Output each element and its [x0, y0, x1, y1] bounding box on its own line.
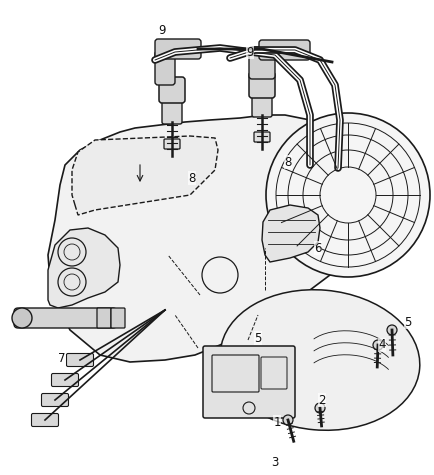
Text: 8: 8 — [188, 171, 196, 184]
FancyBboxPatch shape — [32, 414, 59, 427]
FancyBboxPatch shape — [159, 77, 185, 103]
Text: 1: 1 — [273, 416, 281, 428]
FancyBboxPatch shape — [162, 98, 182, 124]
Polygon shape — [48, 228, 120, 308]
FancyBboxPatch shape — [97, 308, 111, 328]
Text: 6: 6 — [314, 241, 322, 255]
FancyBboxPatch shape — [164, 139, 180, 149]
FancyBboxPatch shape — [252, 91, 272, 117]
FancyBboxPatch shape — [66, 353, 93, 367]
Ellipse shape — [220, 290, 420, 430]
FancyBboxPatch shape — [42, 393, 69, 407]
FancyBboxPatch shape — [111, 308, 125, 328]
Text: 7: 7 — [58, 352, 66, 364]
Polygon shape — [72, 136, 218, 215]
Circle shape — [266, 113, 430, 277]
Text: 2: 2 — [318, 393, 326, 407]
FancyBboxPatch shape — [14, 308, 117, 328]
FancyBboxPatch shape — [155, 51, 175, 85]
Text: 4: 4 — [378, 339, 386, 352]
Polygon shape — [48, 115, 360, 362]
Text: 8: 8 — [284, 155, 292, 169]
Polygon shape — [262, 205, 320, 262]
Circle shape — [315, 403, 325, 413]
Text: 9: 9 — [158, 23, 166, 37]
Circle shape — [373, 340, 383, 350]
FancyBboxPatch shape — [52, 373, 79, 387]
FancyBboxPatch shape — [254, 132, 270, 142]
Text: 5: 5 — [254, 332, 262, 344]
FancyBboxPatch shape — [155, 39, 201, 59]
Circle shape — [387, 325, 397, 335]
Text: 5: 5 — [404, 315, 412, 329]
Circle shape — [12, 308, 32, 328]
FancyBboxPatch shape — [203, 346, 295, 418]
Circle shape — [283, 415, 293, 425]
FancyBboxPatch shape — [249, 47, 275, 79]
Text: 3: 3 — [271, 456, 279, 468]
FancyBboxPatch shape — [249, 72, 275, 98]
Text: 9: 9 — [246, 46, 254, 58]
FancyBboxPatch shape — [259, 40, 310, 60]
